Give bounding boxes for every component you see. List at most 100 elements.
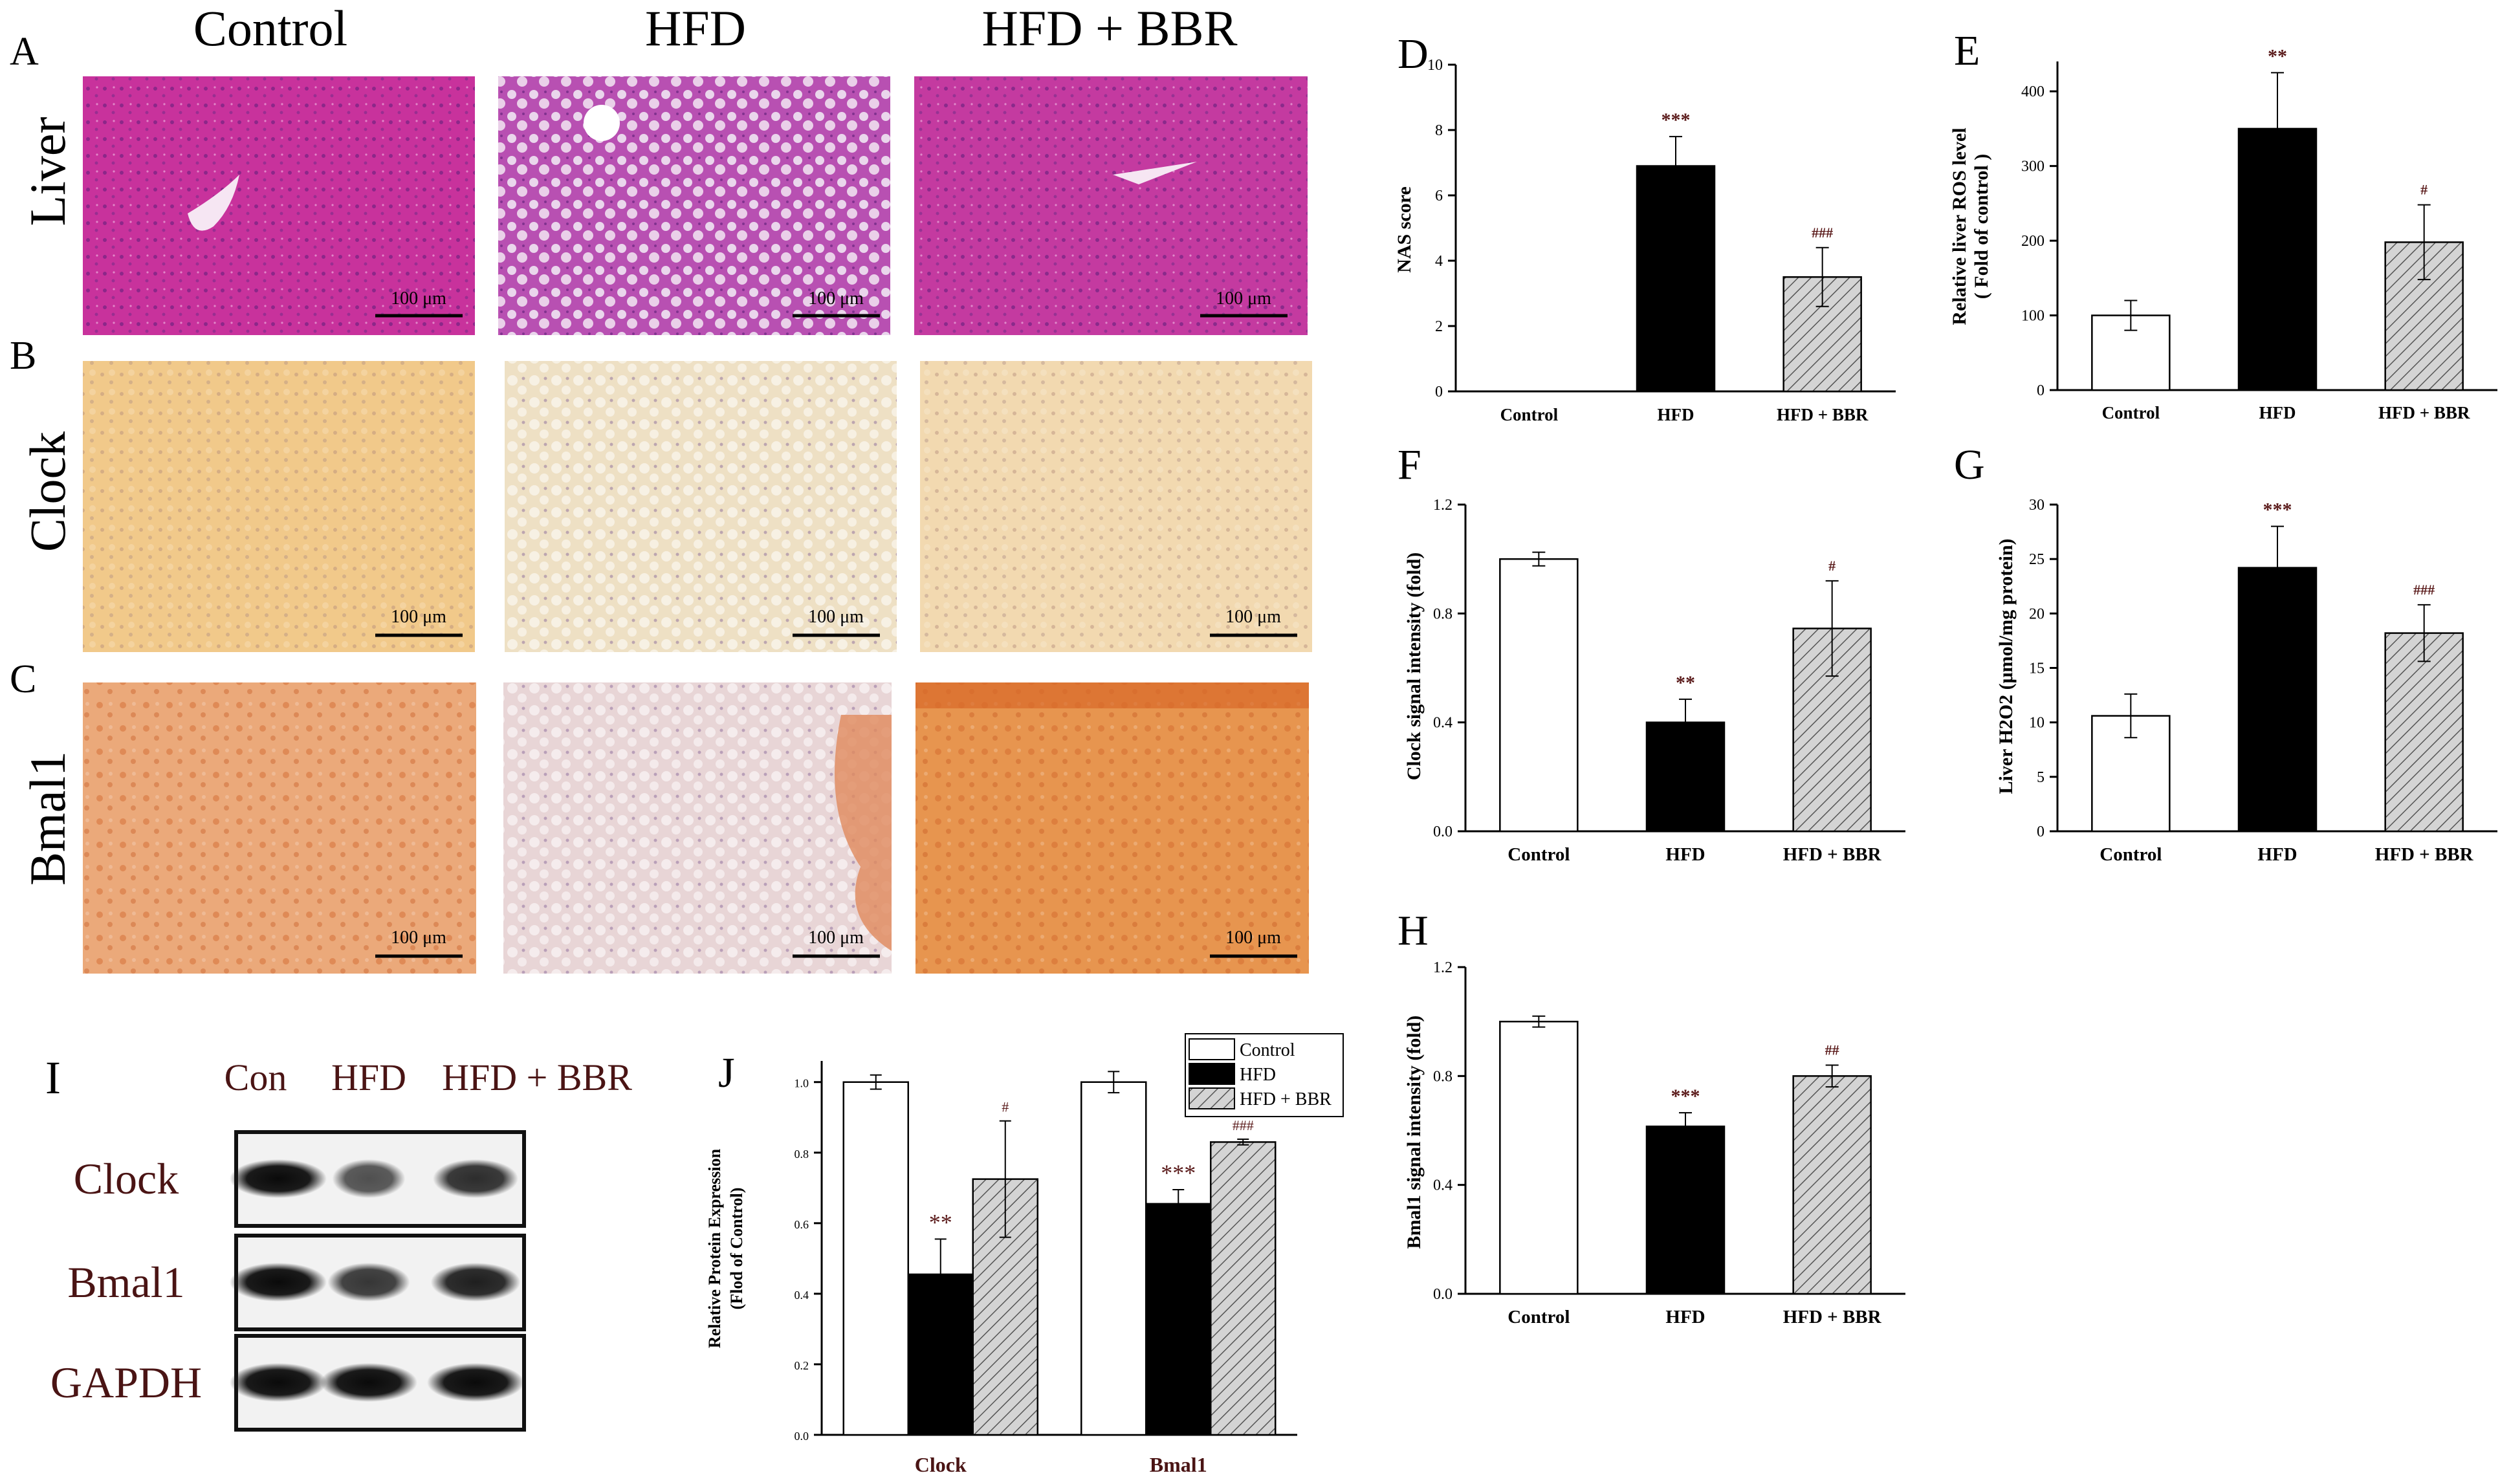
y-tick-label: 5 <box>2037 769 2045 786</box>
western-blot-panel: I Con HFD HFD + BBR Clock Bmal1 GAPDH <box>45 1052 632 1432</box>
x-category-label: HFD <box>1665 844 1705 865</box>
blot-row-clock: Clock <box>74 1130 526 1228</box>
scale-bars: 100 μm 100 μm 100 μm 100 μm 100 μm 100 μ… <box>375 289 1297 958</box>
x-category-label: HFD + BBR <box>2378 403 2470 422</box>
y-tick-label: 0.0 <box>795 1430 809 1443</box>
x-category-label: HFD <box>2259 403 2296 422</box>
y-axis-label: Liver H2O2 (μmol/mg protein) <box>1995 538 2017 794</box>
bar-hfd <box>2237 567 2318 833</box>
svg-text:100 μm: 100 μm <box>391 928 446 948</box>
y-tick-label: 4 <box>1435 253 1443 270</box>
bar-control <box>1080 1081 1147 1436</box>
x-category-label: Control <box>1500 405 1559 424</box>
y-tick-label: 0.0 <box>1433 1286 1453 1303</box>
significance-mark: ## <box>1825 1042 1839 1058</box>
x-category-label: Bmal1 <box>1150 1453 1207 1476</box>
lane-label-hfd-bbr: HFD + BBR <box>442 1056 632 1098</box>
blot-band <box>427 1363 524 1402</box>
x-category-label: HFD + BBR <box>1777 405 1869 424</box>
blot-band <box>332 1159 406 1198</box>
y-tick-label: 1.0 <box>795 1077 809 1090</box>
y-tick-label: 0.4 <box>1433 1177 1453 1194</box>
bar-hfd <box>1636 165 1716 393</box>
y-tick-label: 100 <box>2021 308 2045 325</box>
lane-label-hfd: HFD <box>331 1056 406 1098</box>
micrograph-clock-control <box>83 361 475 652</box>
bar-hfd <box>1145 1203 1212 1436</box>
bar-control <box>842 1081 909 1436</box>
svg-text:100 μm: 100 μm <box>391 607 446 627</box>
panel-label-a: A <box>10 30 39 74</box>
y-axis-label-line: ( Fold of control ) <box>1971 154 1992 299</box>
blot-band <box>320 1363 417 1402</box>
bar-hfd-bbr <box>2384 632 2464 833</box>
legend-label: Control <box>1240 1040 1295 1060</box>
chart-e: E 0 100 200 300 400 Relative liver ROS level( … <box>1949 27 2497 422</box>
y-axis-label-line: Relative Protein Expression <box>705 1148 724 1348</box>
legend-swatch <box>1189 1087 1235 1109</box>
significance-mark: *** <box>1161 1160 1196 1186</box>
row-label-bmal1: Bmal1 <box>19 751 76 886</box>
y-axis-label-line: Relative liver ROS level <box>1949 127 1970 325</box>
svg-text:100 μm: 100 μm <box>808 607 864 627</box>
blot-row-gapdh: GAPDH <box>50 1334 526 1432</box>
y-tick-label: 400 <box>2021 83 2045 100</box>
y-axis-label-line: Clock signal intensity (fold) <box>1403 552 1425 781</box>
y-tick-label: 8 <box>1435 122 1443 139</box>
significance-mark: ** <box>929 1209 952 1235</box>
y-axis-label-line: Liver H2O2 (μmol/mg protein) <box>1995 538 2017 794</box>
y-tick-label: 0.8 <box>795 1148 809 1161</box>
chart-f: F 0.0 0.4 0.8 1.2 Clock signal intensity (fol… <box>1398 441 1905 865</box>
chart-h: H 0.0 0.4 0.8 1.2 Bmal1 signal intensity (fol… <box>1398 907 1905 1327</box>
y-tick-label: 0.6 <box>795 1218 809 1231</box>
micrograph-bmal1-hfd-bbr <box>916 682 1309 974</box>
column-header-hfd-bbr: HFD + BBR <box>981 0 1237 56</box>
y-tick-label: 0 <box>1435 384 1443 400</box>
y-tick-label: 0.4 <box>1433 715 1453 732</box>
x-category-label: Control <box>2100 844 2162 865</box>
significance-mark: # <box>1002 1099 1009 1115</box>
legend-label: HFD <box>1240 1065 1276 1085</box>
bar-hfd <box>1645 1125 1726 1295</box>
panel-label-h: H <box>1398 907 1429 954</box>
column-header-control: Control <box>193 0 347 56</box>
bar-hfd-bbr <box>1792 1075 1872 1295</box>
blot-band <box>230 1263 327 1302</box>
micrograph-liver-control <box>83 76 475 335</box>
y-axis-label-line: NAS score <box>1394 186 1415 273</box>
y-tick-label: 0.8 <box>1433 1068 1453 1085</box>
svg-text:100 μm: 100 μm <box>391 289 446 309</box>
y-axis-label-line: (Flod of Control) <box>727 1188 746 1310</box>
row-label-liver: Liver <box>19 117 76 226</box>
micrograph-liver-hfd-bbr <box>914 76 1308 335</box>
blot-band <box>327 1263 410 1302</box>
lane-label-con: Con <box>225 1056 287 1098</box>
x-category-label: HFD + BBR <box>1783 1307 1882 1327</box>
row-label-clock: Clock <box>19 431 76 552</box>
bar-hfd-bbr <box>1210 1141 1277 1436</box>
significance-mark: ### <box>1812 224 1833 241</box>
significance-mark: # <box>1828 558 1836 574</box>
y-axis-label: Bmal1 signal intensity (fold) <box>1403 1016 1425 1249</box>
bar-control <box>1499 558 1579 833</box>
significance-mark: # <box>2420 182 2428 198</box>
y-tick-label: 0.8 <box>1433 606 1453 622</box>
legend: Control HFD HFD + BBR <box>1185 1033 1344 1117</box>
svg-text:100 μm: 100 μm <box>808 928 864 948</box>
significance-mark: ### <box>1233 1117 1254 1133</box>
blot-band <box>433 1159 518 1198</box>
y-tick-label: 15 <box>2029 660 2045 677</box>
y-tick-label: 0 <box>2037 382 2045 399</box>
y-tick-label: 10 <box>2029 715 2045 732</box>
x-category-label: HFD <box>1665 1307 1705 1327</box>
significance-mark: *** <box>1661 109 1691 131</box>
x-category-label: HFD <box>1658 405 1694 424</box>
significance-mark: *** <box>2263 499 2292 521</box>
legend-swatch <box>1189 1038 1235 1060</box>
y-tick-label: 300 <box>2021 158 2045 175</box>
blot-label-gapdh: GAPDH <box>50 1358 202 1407</box>
y-tick-label: 0 <box>2037 824 2045 840</box>
micrograph-clock-hfd-bbr <box>920 361 1312 652</box>
